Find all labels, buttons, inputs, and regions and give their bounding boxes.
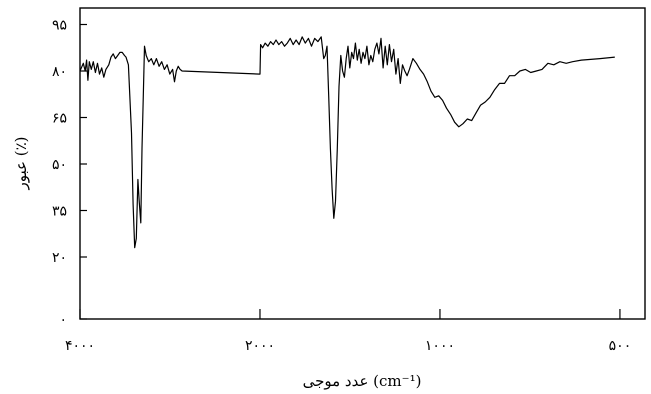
y-axis: ۰ ۲۰ ۳۵ ۵۰ ۶۵ ۸۰ ۹۵ xyxy=(52,18,87,328)
y-tick-label: ۳۵ xyxy=(52,204,67,220)
x-tick-label: ۲۰۰۰ xyxy=(245,338,275,354)
y-tick-label: ۲۰ xyxy=(52,250,67,266)
y-tick-label: ۹۵ xyxy=(52,18,67,34)
y-axis-title: عبور (٪) xyxy=(12,136,30,190)
series-line xyxy=(79,36,615,249)
y-tick-label: ۸۰ xyxy=(52,64,67,80)
x-tick-label: ۵۰۰ xyxy=(609,338,632,354)
y-tick-label: ۵۰ xyxy=(52,157,67,173)
y-tick-label: ۶۵ xyxy=(52,111,67,127)
x-tick-label: ۱۰۰۰ xyxy=(425,338,455,354)
y-tick-label: ۰ xyxy=(59,312,67,328)
x-tick-label: ۴۰۰۰ xyxy=(65,338,95,354)
x-axis: ۴۰۰۰ ۲۰۰۰ ۱۰۰۰ ۵۰۰ xyxy=(65,309,631,354)
x-axis-title: عدد موجی (cm⁻¹) xyxy=(303,372,422,390)
